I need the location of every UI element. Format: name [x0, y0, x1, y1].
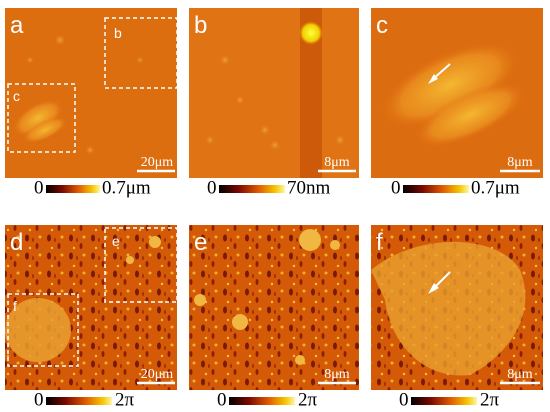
shape	[104, 17, 178, 89]
feature	[299, 21, 323, 45]
label: b	[114, 25, 122, 41]
panel-e	[189, 225, 359, 390]
label: c	[13, 88, 20, 104]
shape	[371, 241, 526, 376]
feature	[299, 229, 321, 251]
feature	[205, 135, 215, 145]
feature	[194, 294, 206, 306]
scale-bars: 20μm 8μm 8μm 20μm 8μm 8μm	[137, 155, 540, 385]
feature	[85, 145, 95, 155]
label: 8μm	[324, 367, 350, 382]
label: 2π	[115, 389, 135, 410]
shape	[7, 293, 79, 367]
shape	[104, 227, 178, 303]
label: 0	[34, 389, 44, 410]
feature	[219, 54, 231, 66]
label: 0	[34, 177, 44, 198]
label: 0.7μm	[471, 177, 520, 198]
label: f	[376, 229, 383, 256]
feature	[295, 355, 305, 365]
shape	[411, 397, 477, 405]
label: c	[376, 12, 388, 39]
label: 0	[391, 177, 401, 198]
panel-d	[5, 225, 177, 390]
panel-letters: a b c d e f	[10, 12, 388, 256]
label: 8μm	[507, 367, 533, 382]
feature	[26, 56, 34, 64]
label: d	[10, 229, 23, 256]
label: e	[112, 233, 120, 249]
panel-c	[371, 8, 543, 178]
label: 8μm	[324, 155, 350, 170]
feature	[269, 139, 281, 151]
shape	[46, 185, 100, 193]
shape	[428, 74, 438, 84]
shape	[46, 397, 112, 405]
shape	[189, 8, 359, 178]
label: 0	[207, 177, 217, 198]
shape	[229, 397, 295, 405]
inset-boxes: b c e f	[7, 17, 178, 367]
feature	[414, 82, 526, 148]
feature	[54, 34, 66, 46]
feature	[232, 314, 248, 330]
label: 70nm	[287, 177, 331, 198]
label: 0	[217, 389, 227, 410]
feature	[235, 95, 245, 105]
feature	[22, 116, 68, 144]
feature	[334, 134, 346, 146]
label: 20μm	[141, 367, 174, 382]
feature	[380, 42, 520, 128]
shape	[428, 283, 439, 294]
feature	[126, 256, 134, 264]
label: f	[13, 298, 17, 314]
colorbars: 0 0.7μm 0 70nm 0 0.7μm 0 2π 0 2π 0 2π	[34, 177, 520, 410]
feature	[12, 99, 64, 137]
shape	[7, 83, 76, 153]
feature	[5, 298, 71, 362]
feature	[136, 56, 144, 64]
label: 2π	[298, 389, 318, 410]
label: e	[194, 229, 207, 256]
label: 0.7μm	[102, 177, 151, 198]
shape	[189, 225, 359, 390]
panel-a	[5, 8, 177, 178]
label: b	[194, 12, 207, 39]
panel-b	[189, 8, 359, 178]
label: 0	[399, 389, 409, 410]
shape	[403, 185, 469, 193]
label: 20μm	[141, 155, 174, 170]
feature	[330, 240, 340, 250]
shape	[300, 8, 322, 178]
feature	[259, 124, 271, 136]
feature	[149, 236, 161, 248]
label: a	[10, 12, 24, 39]
panel-f	[371, 225, 543, 390]
shape	[219, 185, 285, 193]
label: 8μm	[507, 155, 533, 170]
label: 2π	[480, 389, 500, 410]
